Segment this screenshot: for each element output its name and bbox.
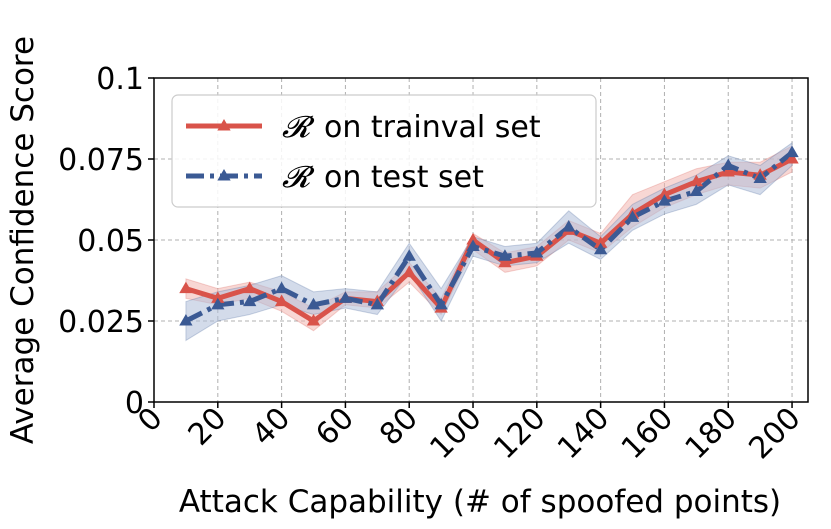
x-tick-label: 200 [742,401,807,466]
data-point-marker [243,294,257,307]
x-tick-label: 160 [615,401,680,466]
data-point-marker [274,294,289,307]
data-point-marker [657,194,672,206]
legend-symbol: 𝓡 [282,110,315,145]
x-tick-label: 80 [373,401,425,453]
data-point-marker [593,236,608,248]
data-point-marker [689,184,703,196]
legend-symbol: 𝓡 [282,160,315,195]
data-point-marker [689,174,703,187]
legend-marker-swatch [217,119,231,131]
data-point-marker [179,314,193,326]
data-point-marker [402,249,416,261]
data-point-marker [402,265,416,277]
data-point-marker [211,297,225,310]
data-point-marker [466,233,480,245]
x-tick-label: 60 [309,401,361,453]
x-tick-label: 40 [246,401,298,453]
series-markers [179,145,799,326]
x-tick-label: 120 [487,401,552,466]
data-point-marker [721,158,735,171]
legend-label: on test set [324,160,484,195]
data-point-marker [434,297,448,310]
x-tick-label: 20 [182,401,234,453]
data-point-marker [721,164,735,177]
data-point-marker [338,291,353,303]
data-point-marker [466,239,480,252]
y-tick-label: 0.025 [58,305,144,340]
data-point-marker [785,145,799,158]
data-point-marker [211,291,225,303]
data-point-marker [657,187,672,200]
y-axis-label: Average Confidence Score [5,36,41,444]
x-tick-label: 140 [551,401,616,466]
legend-box [171,94,597,208]
y-tick-label: 0.1 [96,62,144,97]
data-point-marker [625,210,640,222]
data-point-marker [243,281,257,294]
data-point-marker [370,297,384,310]
confidence-band [185,141,793,342]
data-point-marker [306,297,321,310]
legend-marker-swatch [217,169,231,181]
legend-label: on trainval set [324,110,541,145]
x-tick-label: 100 [423,401,488,466]
data-point-marker [593,242,608,255]
data-point-marker [274,281,289,294]
y-tick-label: 0.05 [77,224,144,259]
data-point-marker [179,281,193,294]
data-point-marker [562,220,576,232]
data-point-marker [753,171,767,183]
data-point-marker [530,245,544,258]
data-point-marker [498,249,512,261]
y-tick-label: 0 [125,386,144,421]
data-point-marker [306,314,321,326]
x-tick-label: 180 [679,401,744,466]
data-point-marker [785,152,799,164]
x-axis-label: Attack Capability (# of spoofed points) [179,484,781,520]
y-tick-label: 0.075 [58,143,144,178]
data-point-marker [498,255,512,268]
